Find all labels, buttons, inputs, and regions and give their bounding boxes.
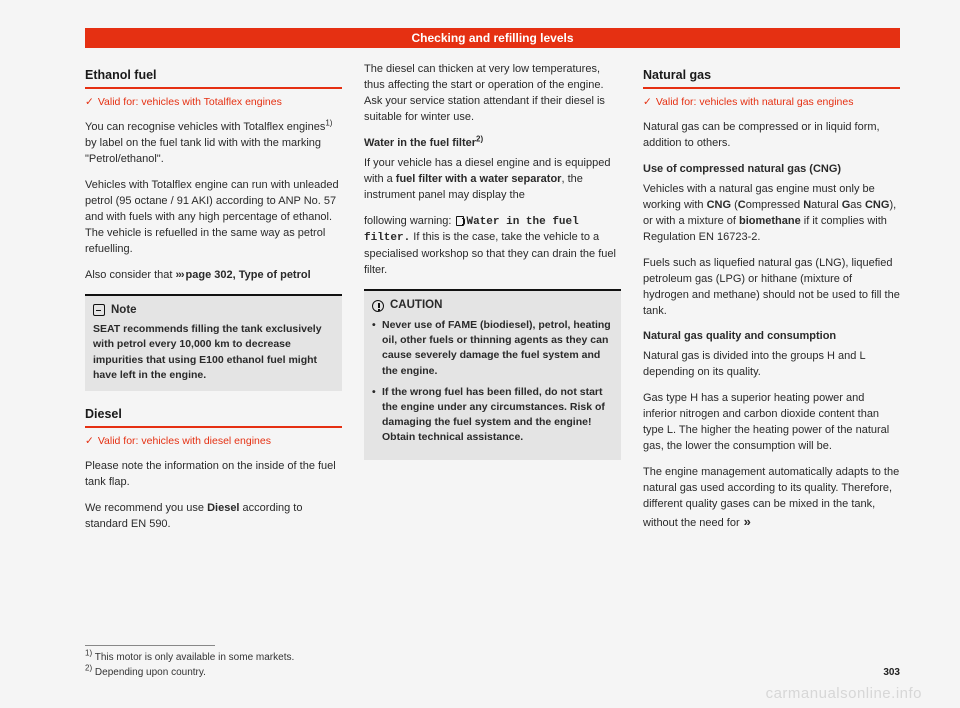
text: The engine management automatically adap…	[643, 466, 899, 529]
caution-label: CAUTION	[390, 297, 442, 314]
continuation-icon: »	[744, 514, 751, 529]
paragraph: The diesel can thicken at very low tempe…	[364, 62, 621, 126]
bold-text: CNG	[865, 199, 889, 211]
paragraph: You can recognise vehicles with Totalfle…	[85, 120, 342, 168]
bold-text: C	[738, 199, 746, 211]
note-body: SEAT recommends filling the tank exclusi…	[93, 322, 334, 383]
paragraph: Fuels such as liquefied natural gas (LNG…	[643, 256, 900, 320]
section-heading-diesel: Diesel	[85, 405, 342, 428]
column-2: The diesel can thicken at very low tempe…	[364, 62, 621, 543]
text: You can recognise vehicles with Totalfle…	[85, 121, 325, 133]
section-title: Diesel	[85, 407, 122, 421]
text: atural	[811, 199, 842, 211]
check-icon: ✓	[85, 435, 94, 447]
section-title: Natural gas	[643, 68, 711, 82]
page-header-banner: Checking and refilling levels	[85, 28, 900, 48]
column-1: Ethanol fuel ✓ Valid for: vehicles with T…	[85, 62, 342, 543]
paragraph: Also consider that page 302, Type of pet…	[85, 268, 342, 284]
paragraph: following warning: Water in the fuel fil…	[364, 214, 621, 280]
check-icon: ✓	[85, 96, 94, 108]
paragraph: Vehicles with a natural gas engine must …	[643, 182, 900, 246]
paragraph: Natural gas can be compressed or in liqu…	[643, 120, 900, 152]
paragraph: If your vehicle has a diesel engine and …	[364, 156, 621, 204]
footnote-marker: 2)	[85, 664, 92, 673]
paragraph: The engine management automatically adap…	[643, 465, 900, 532]
subheading-gas-quality: Natural gas quality and consumption	[643, 329, 900, 345]
text: as	[850, 199, 865, 211]
bold-text: fuel filter with a water separator	[396, 173, 562, 185]
caution-header: CAUTION	[372, 297, 613, 314]
bold-text: G	[842, 199, 851, 211]
valid-text: Valid for: vehicles with Totalflex engin…	[98, 96, 282, 108]
page: Checking and refilling levels Ethanol fu…	[0, 0, 960, 708]
text: (	[731, 199, 738, 211]
section-heading-natural-gas: Natural gas	[643, 66, 900, 89]
cross-reference: page 302, Type of petrol	[176, 269, 311, 281]
check-icon: ✓	[643, 96, 652, 108]
footnotes: 1) This motor is only available in some …	[85, 645, 335, 682]
footnote-rule	[85, 645, 215, 646]
caution-icon	[372, 300, 384, 312]
note-icon	[93, 304, 105, 316]
text: We recommend you use	[85, 502, 207, 514]
paragraph: Please note the information on the insid…	[85, 459, 342, 491]
text: Water in the fuel filter	[364, 137, 476, 149]
subheading-water-filter: Water in the fuel filter2)	[364, 136, 621, 152]
valid-text: Valid for: vehicles with natural gas eng…	[656, 96, 854, 108]
columns: Ethanol fuel ✓ Valid for: vehicles with T…	[85, 62, 900, 543]
footnote-marker: 1)	[85, 649, 92, 658]
bold-text: N	[803, 199, 811, 211]
paragraph: Vehicles with Totalflex engine can run w…	[85, 178, 342, 258]
paragraph: Gas type H has a superior heating power …	[643, 391, 900, 455]
bold-text: CNG	[707, 199, 731, 211]
footnote-ref-1: 1)	[325, 119, 332, 128]
bold-text: Diesel	[207, 502, 239, 514]
paragraph: We recommend you use Diesel according to…	[85, 501, 342, 533]
subheading-cng: Use of compressed natural gas (CNG)	[643, 162, 900, 178]
valid-text: Valid for: vehicles with diesel engines	[98, 435, 271, 447]
section-heading-ethanol: Ethanol fuel	[85, 66, 342, 89]
bold-text: biomethane	[739, 215, 801, 227]
footnote-1: 1) This motor is only available in some …	[85, 652, 335, 663]
text: ompressed	[746, 199, 803, 211]
valid-for-ethanol: ✓ Valid for: vehicles with Totalflex engi…	[85, 95, 342, 110]
caution-item: If the wrong fuel has been filled, do no…	[372, 385, 613, 446]
caution-item: Never use of FAME (biodiesel), petrol, h…	[372, 318, 613, 379]
footnote-ref-2: 2)	[476, 134, 483, 143]
text: Also consider that	[85, 269, 176, 281]
section-title: Ethanol fuel	[85, 68, 157, 82]
text: by label on the fuel tank lid with with …	[85, 137, 321, 165]
page-header-title: Checking and refilling levels	[411, 31, 573, 45]
caution-list: Never use of FAME (biodiesel), petrol, h…	[372, 318, 613, 446]
note-box: Note SEAT recommends filling the tank ex…	[85, 294, 342, 392]
paragraph: Natural gas is divided into the groups H…	[643, 349, 900, 381]
valid-for-natural-gas: ✓ Valid for: vehicles with natural gas en…	[643, 95, 900, 110]
text: following warning:	[364, 215, 455, 227]
footnote-text: Depending upon country.	[95, 667, 206, 678]
caution-box: CAUTION Never use of FAME (biodiesel), p…	[364, 289, 621, 459]
valid-for-diesel: ✓ Valid for: vehicles with diesel engines	[85, 434, 342, 449]
fuel-warning-icon	[455, 215, 465, 225]
note-header: Note	[93, 302, 334, 319]
page-number: 303	[883, 667, 900, 678]
column-3: Natural gas ✓ Valid for: vehicles with na…	[643, 62, 900, 543]
note-label: Note	[111, 302, 137, 319]
watermark: carmanualsonline.info	[766, 685, 922, 702]
footnote-text: This motor is only available in some mar…	[95, 652, 295, 663]
footnote-2: 2) Depending upon country.	[85, 667, 335, 678]
